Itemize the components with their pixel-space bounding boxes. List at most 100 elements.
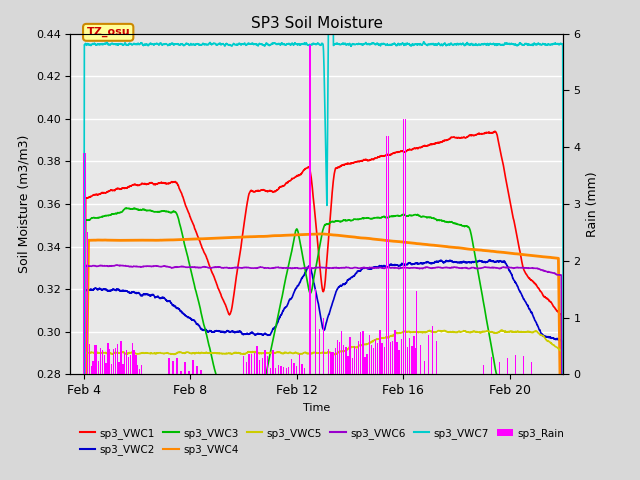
Bar bbox=[381, 343, 383, 374]
Bar bbox=[262, 358, 263, 374]
Bar bbox=[253, 353, 255, 374]
Bar bbox=[184, 362, 186, 374]
Bar bbox=[98, 361, 99, 374]
Bar bbox=[294, 363, 295, 374]
Bar bbox=[137, 365, 138, 374]
Bar bbox=[264, 350, 266, 374]
Bar bbox=[128, 357, 129, 374]
Bar bbox=[299, 354, 300, 374]
Bar bbox=[301, 363, 303, 374]
Bar bbox=[356, 348, 357, 374]
Bar bbox=[85, 153, 86, 374]
Bar bbox=[196, 366, 198, 374]
Bar bbox=[371, 346, 372, 374]
Bar bbox=[269, 368, 271, 374]
Bar bbox=[339, 342, 340, 374]
Bar bbox=[83, 153, 84, 374]
Bar bbox=[111, 364, 113, 374]
Bar bbox=[124, 352, 125, 374]
Bar bbox=[94, 345, 95, 374]
Bar bbox=[407, 347, 408, 374]
X-axis label: Time: Time bbox=[303, 403, 330, 413]
Bar bbox=[531, 362, 532, 374]
Bar bbox=[413, 336, 415, 374]
Bar bbox=[416, 290, 417, 374]
Bar bbox=[345, 347, 346, 374]
Legend: sp3_VWC1, sp3_VWC2, sp3_VWC3, sp3_VWC4, sp3_VWC5, sp3_VWC6, sp3_VWC7, sp3_Rain: sp3_VWC1, sp3_VWC2, sp3_VWC3, sp3_VWC4, … bbox=[76, 424, 568, 459]
Bar bbox=[330, 352, 332, 374]
Bar bbox=[354, 346, 355, 374]
Bar bbox=[360, 332, 362, 374]
Bar bbox=[115, 348, 116, 374]
Bar bbox=[507, 358, 508, 374]
Bar bbox=[133, 350, 135, 374]
Bar bbox=[87, 232, 88, 374]
Bar bbox=[296, 366, 298, 374]
Bar bbox=[285, 368, 287, 374]
Bar bbox=[120, 341, 122, 374]
Bar bbox=[369, 336, 370, 374]
Bar bbox=[126, 350, 127, 374]
Bar bbox=[96, 345, 97, 374]
Bar bbox=[122, 364, 124, 374]
Bar bbox=[432, 325, 433, 374]
Bar bbox=[283, 367, 284, 374]
Bar bbox=[275, 368, 276, 374]
Bar bbox=[403, 119, 404, 374]
Bar bbox=[420, 346, 421, 374]
Bar bbox=[323, 318, 324, 374]
Bar bbox=[401, 339, 402, 374]
Bar bbox=[278, 365, 279, 374]
Bar bbox=[428, 335, 429, 374]
Bar bbox=[267, 356, 268, 374]
Bar bbox=[116, 344, 118, 374]
Bar bbox=[377, 343, 378, 374]
Text: TZ_osu: TZ_osu bbox=[86, 27, 130, 37]
Bar bbox=[415, 348, 417, 374]
Bar bbox=[188, 371, 189, 374]
Bar bbox=[118, 362, 120, 374]
Bar bbox=[280, 366, 282, 374]
Bar bbox=[141, 365, 142, 374]
Bar bbox=[399, 350, 400, 374]
Bar bbox=[246, 362, 247, 374]
Bar bbox=[349, 337, 351, 374]
Bar bbox=[108, 344, 109, 374]
Bar bbox=[310, 45, 311, 374]
Bar bbox=[243, 356, 244, 374]
Bar bbox=[176, 358, 178, 374]
Bar bbox=[499, 362, 500, 374]
Bar bbox=[358, 341, 359, 374]
Bar bbox=[523, 356, 524, 374]
Bar bbox=[394, 330, 396, 374]
Bar bbox=[104, 355, 105, 374]
Bar bbox=[113, 348, 114, 374]
Bar bbox=[390, 342, 391, 374]
Bar bbox=[100, 348, 101, 374]
Bar bbox=[315, 289, 316, 374]
Bar bbox=[135, 355, 136, 374]
Bar bbox=[92, 361, 93, 374]
Bar bbox=[375, 339, 376, 374]
Bar bbox=[132, 343, 133, 374]
Bar bbox=[180, 371, 182, 374]
Bar bbox=[341, 331, 342, 374]
Bar bbox=[335, 348, 336, 374]
Bar bbox=[383, 347, 385, 374]
Bar bbox=[200, 370, 202, 374]
Bar bbox=[109, 349, 111, 374]
Bar bbox=[89, 344, 90, 374]
Bar bbox=[319, 329, 320, 374]
Bar bbox=[337, 340, 338, 374]
Bar bbox=[102, 349, 103, 374]
Bar bbox=[90, 366, 92, 374]
Bar bbox=[386, 136, 387, 374]
Y-axis label: Rain (mm): Rain (mm) bbox=[586, 171, 599, 237]
Bar bbox=[483, 365, 484, 374]
Bar bbox=[380, 330, 381, 374]
Bar bbox=[332, 352, 333, 374]
Bar bbox=[491, 357, 492, 374]
Bar bbox=[130, 355, 131, 374]
Bar bbox=[405, 119, 406, 374]
Bar bbox=[256, 346, 257, 374]
